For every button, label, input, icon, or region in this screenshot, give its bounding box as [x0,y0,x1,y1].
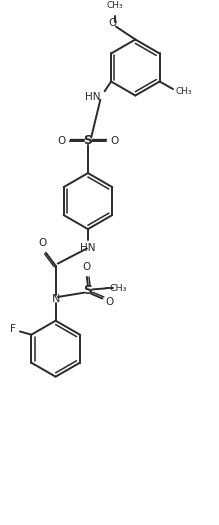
Text: O: O [57,136,65,146]
Text: O: O [111,136,119,146]
Text: O: O [83,262,91,272]
Text: HN: HN [80,243,96,253]
Text: CH₃: CH₃ [176,87,193,96]
Text: CH₃: CH₃ [107,2,123,10]
Text: O: O [105,297,113,307]
Text: O: O [109,18,117,28]
Text: S: S [83,134,92,147]
Text: S: S [83,284,92,297]
Text: HN: HN [85,91,100,102]
Text: O: O [39,238,47,248]
Text: CH₃: CH₃ [109,284,127,293]
Text: N: N [51,294,60,304]
Text: F: F [11,324,16,334]
